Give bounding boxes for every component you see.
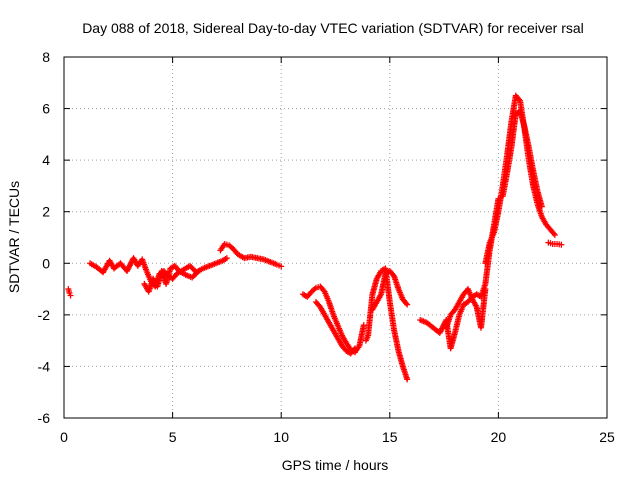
chart-title: Day 088 of 2018, Sidereal Day-to-day VTE… xyxy=(82,20,584,36)
data-point xyxy=(538,203,545,210)
data-point xyxy=(195,268,202,275)
data-point xyxy=(516,96,523,103)
data-point xyxy=(403,300,410,307)
grid xyxy=(64,57,607,418)
y-tick-label: 2 xyxy=(42,204,50,220)
y-tick-label: -6 xyxy=(38,410,51,426)
series-arc-f2 xyxy=(443,286,489,331)
data-point xyxy=(360,322,367,329)
x-tick-label: 15 xyxy=(382,429,398,445)
x-axis-label: GPS time / hours xyxy=(282,457,389,473)
data-point xyxy=(551,231,558,238)
y-tick-label: 4 xyxy=(42,152,50,168)
series-arc-a xyxy=(65,286,74,299)
series-arc-e2 xyxy=(369,268,411,313)
data-point xyxy=(194,269,201,276)
plot-frame xyxy=(63,56,608,419)
data-point xyxy=(350,346,357,353)
y-axis-label: SDTVAR / TECUs xyxy=(6,181,22,293)
data-points xyxy=(65,92,565,383)
x-tick-labels: 0 5 10 15 20 25 xyxy=(60,429,615,445)
y-tick-label: 8 xyxy=(42,49,50,65)
x-tick-label: 5 xyxy=(169,429,177,445)
series-arc-d xyxy=(299,283,367,356)
series-arc-d2 xyxy=(312,298,359,357)
data-point xyxy=(320,287,327,294)
series-arc-g2 xyxy=(499,108,545,210)
x-tick-label: 0 xyxy=(60,429,68,445)
y-tick-label: 0 xyxy=(42,255,50,271)
series-arc-f xyxy=(417,195,502,352)
data-point xyxy=(482,286,489,293)
data-point xyxy=(550,230,557,237)
data-point xyxy=(404,376,411,383)
y-tick-label: -4 xyxy=(38,358,51,374)
data-point xyxy=(67,292,74,299)
ticks xyxy=(63,56,608,419)
y-tick-labels: -6 -4 -2 0 2 4 6 8 xyxy=(38,49,51,426)
data-point xyxy=(352,345,359,352)
series-arc-e xyxy=(362,265,411,383)
x-tick-label: 10 xyxy=(273,429,289,445)
y-tick-label: 6 xyxy=(42,101,50,117)
y-tick-label: -2 xyxy=(38,307,51,323)
data-point xyxy=(223,255,230,262)
series-arc-b2 xyxy=(141,262,202,295)
series-arc-h xyxy=(545,239,565,248)
x-tick-label: 20 xyxy=(491,429,507,445)
x-tick-label: 25 xyxy=(599,429,615,445)
data-point xyxy=(404,301,411,308)
data-point xyxy=(278,263,285,270)
series-arc-c xyxy=(217,240,285,270)
data-point xyxy=(558,241,565,248)
